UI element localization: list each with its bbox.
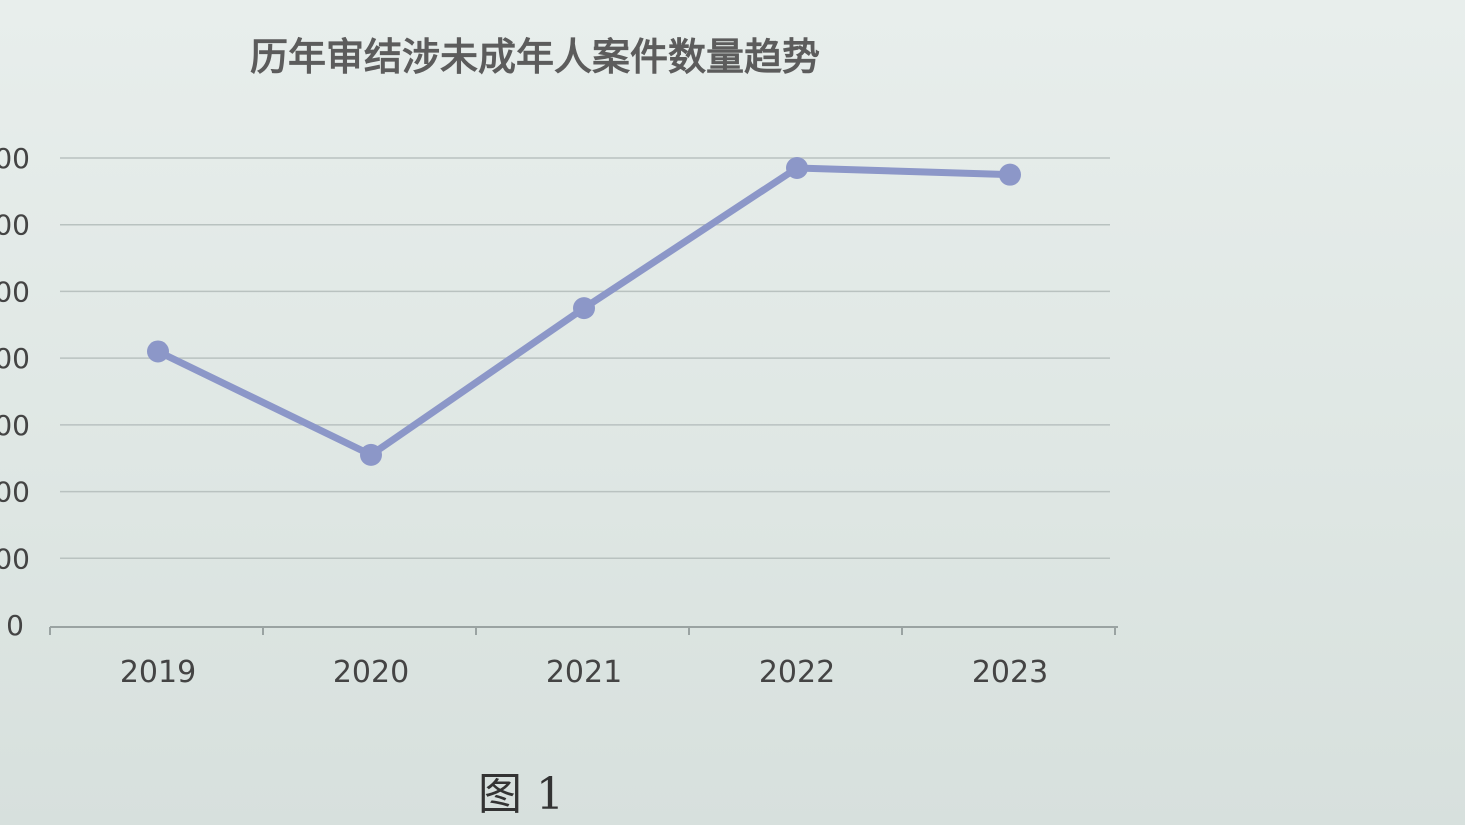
figure-caption: 图 1 xyxy=(478,769,564,820)
y-tick-label: 0 xyxy=(6,609,24,642)
data-point xyxy=(360,443,382,466)
x-tick-label: 2021 xyxy=(546,655,622,690)
y-tick-label: 00 xyxy=(0,409,30,442)
data-point xyxy=(786,157,808,180)
y-tick-label: 00 xyxy=(0,542,30,575)
data-point xyxy=(999,163,1021,186)
x-tick-label: 2022 xyxy=(759,655,835,690)
y-tick-label: 00 xyxy=(0,209,30,242)
data-point xyxy=(573,297,595,320)
y-tick-label: 00 xyxy=(0,142,30,175)
data-point xyxy=(147,340,169,363)
x-tick-label: 2023 xyxy=(972,655,1048,690)
y-tick-label: 00 xyxy=(0,275,30,308)
x-tick-label: 2020 xyxy=(333,655,409,690)
y-tick-label: 00 xyxy=(0,342,30,375)
x-tick-label: 2019 xyxy=(120,655,196,690)
chart-title: 历年审结涉未成年人案件数量趋势 xyxy=(250,35,821,79)
y-tick-label: 00 xyxy=(0,476,30,509)
